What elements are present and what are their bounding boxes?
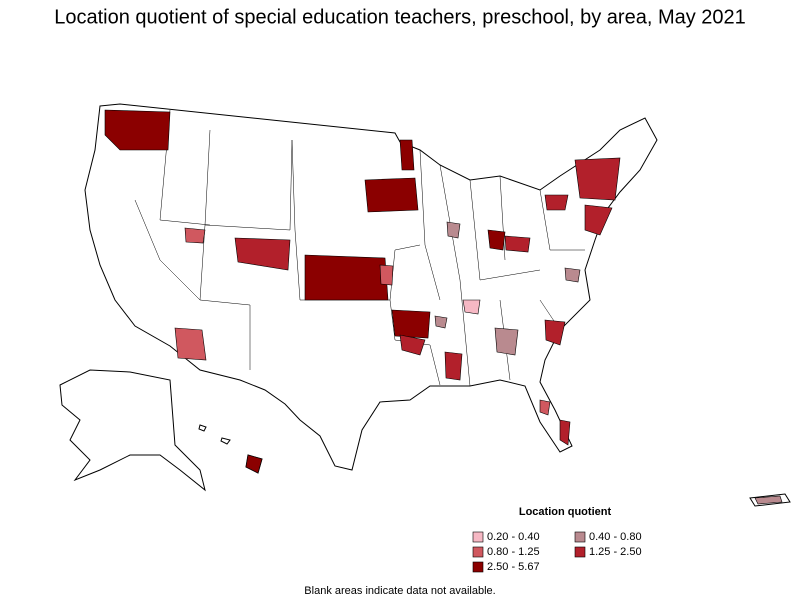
area-fill	[399, 139, 415, 171]
area-fill	[234, 237, 291, 271]
legend-label: 2.50 - 5.67	[487, 561, 540, 573]
area-fill	[574, 157, 621, 201]
area-fill	[564, 267, 581, 283]
area-fill	[174, 327, 207, 361]
area-fill	[544, 319, 566, 346]
legend: 0.20 - 0.40 0.40 - 0.80 0.80 - 1.25 1.25 - …	[472, 531, 642, 573]
area-fill	[304, 254, 389, 301]
area-fill	[399, 334, 426, 356]
footnote: Blank areas indicate data not available.	[304, 585, 495, 597]
legend-label: 0.20 - 0.40	[487, 531, 540, 543]
map-title: Location quotient of special education t…	[54, 6, 746, 28]
area-fill	[434, 315, 448, 329]
area-fill	[462, 299, 481, 315]
legend-title: Location quotient	[519, 506, 612, 518]
area-fill	[245, 454, 263, 474]
area-fill	[364, 177, 419, 213]
area-fill	[544, 194, 569, 211]
legend-swatch	[574, 531, 586, 543]
legend-swatch	[472, 531, 484, 543]
legend-label: 0.80 - 1.25	[487, 546, 540, 558]
area-fill	[446, 221, 461, 239]
area-fill	[559, 419, 571, 446]
area-fill	[104, 109, 171, 151]
area-fill	[379, 264, 394, 286]
legend-label: 1.25 - 2.50	[589, 546, 642, 558]
area-fill	[487, 229, 506, 251]
area-fill	[494, 327, 519, 356]
alaska	[59, 369, 206, 492]
area-fill	[444, 351, 463, 381]
area-fill	[539, 399, 551, 416]
area-fill	[504, 235, 531, 253]
area-fill	[184, 227, 206, 244]
area-fill	[391, 309, 431, 339]
legend-swatch	[472, 561, 484, 573]
area-fill	[584, 204, 613, 236]
legend-swatch	[472, 546, 484, 558]
legend-swatch	[574, 546, 586, 558]
legend-label: 0.40 - 0.80	[589, 531, 642, 543]
area-fill	[754, 495, 783, 505]
map	[59, 103, 791, 507]
